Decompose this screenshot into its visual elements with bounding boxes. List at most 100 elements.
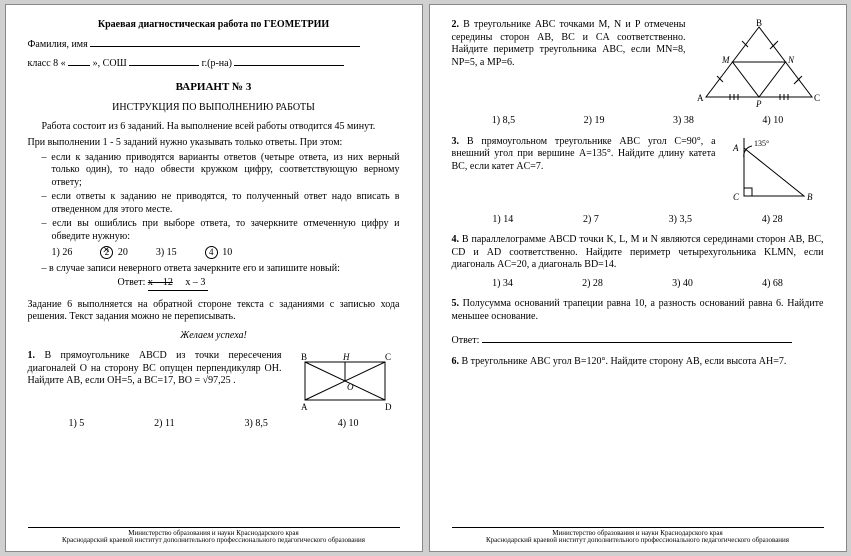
school-label: », СОШ [93,58,127,69]
wrong-answer: x – 12 [148,277,173,288]
svg-text:C: C [385,352,391,362]
task-3-body: В прямоугольном треугольнике ABC угол C=… [452,136,716,172]
instr-b1: если к заданию приводятся варианты ответ… [42,152,400,190]
t3-a3: 3) 3,5 [669,214,692,227]
goodluck: Желаем успеха! [28,330,400,343]
opt-4: 4 10 [205,246,233,260]
task-6-body: В треугольнике ABC угол B=120°. Найдите … [462,356,787,367]
task-6-num: 6. [452,356,460,367]
task-3: 3. В прямоугольном треугольнике ABC угол… [452,136,824,208]
svg-text:A: A [301,402,308,412]
svg-text:A: A [732,143,739,153]
t1-a1: 1) 5 [68,418,84,431]
t4-a3: 3) 40 [672,278,693,291]
task-4: 4. В параллелограмме ABCD точки K, L, M … [452,234,824,272]
t4-a4: 4) 68 [762,278,783,291]
instr-list2: в случае записи неверного ответа зачеркн… [28,263,400,276]
school-blank[interactable] [129,56,199,66]
surname-blank[interactable] [90,37,360,47]
answer-example-value: x – 12 x – 3 [148,277,208,291]
task-1-body: В прямоугольнике ABCD из точки пересечен… [28,350,282,386]
opt-2: 2 20 [100,246,128,260]
footer-left: Министерство образования и науки Краснод… [28,527,400,545]
svg-text:B: B [807,192,813,202]
svg-text:D: D [385,402,392,412]
svg-text:C: C [733,192,740,202]
circle-icon: 4 [205,246,218,259]
t3-a2: 2) 7 [583,214,599,227]
instr-list: если к заданию приводятся варианты ответ… [28,152,400,244]
svg-text:O: O [347,382,354,392]
answer-label: Ответ: [118,277,146,288]
triangle-diagram: B A C M N P [694,19,824,109]
t3-a4: 4) 28 [762,214,783,227]
t3-a1: 1) 14 [492,214,513,227]
svg-text:N: N [787,55,795,65]
t4-a1: 1) 34 [492,278,513,291]
footer-line2: Краснодарский краевой институт дополните… [452,537,824,545]
task-2: 2. В треугольнике ABC точками M, N и P о… [452,19,824,109]
t1-a4: 4) 10 [338,418,359,431]
task-4-num: 4. [452,234,460,245]
rectangle-diagram: B H C A O D [290,350,400,412]
t2-a3: 3) 38 [673,115,694,128]
t4-a2: 2) 28 [582,278,603,291]
worksheet: Краевая диагностическая работа по ГЕОМЕТ… [5,4,847,552]
instr-b4: в случае записи неверного ответа зачеркн… [42,263,400,276]
task-2-answers: 1) 8,5 2) 19 3) 38 4) 10 [452,115,824,128]
task-3-num: 3. [452,136,460,147]
instr-p1: Работа состоит из 6 заданий. На выполнен… [28,121,400,134]
svg-text:B: B [301,352,307,362]
task-4-answers: 1) 34 2) 28 3) 40 4) 68 [452,278,824,291]
svg-text:P: P [755,99,762,109]
task-6: 6. В треугольнике ABC угол B=120°. Найди… [452,356,824,369]
district-label: г.(р-на) [202,58,232,69]
footer-line2: Краснодарский краевой институт дополните… [28,537,400,545]
instr-p3: Задание 6 выполняется на обратной сторон… [28,299,400,324]
surname-label: Фамилия, имя [28,39,88,50]
class-row: класс 8 « », СОШ г.(р-на) [28,56,400,71]
right-triangle-diagram: 135° A B C [724,136,824,208]
svg-text:M: M [721,55,730,65]
opt-3: 3) 15 [156,247,177,260]
task-3-text: 3. В прямоугольном треугольнике ABC угол… [452,136,716,174]
task-5-body: Полусумма оснований трапеции равна 10, а… [452,298,824,322]
t2-a4: 4) 10 [762,115,783,128]
instructions-head: ИНСТРУКЦИЯ ПО ВЫПОЛНЕНИЮ РАБОТЫ [28,102,400,115]
page-right: 2. В треугольнике ABC точками M, N и P о… [429,4,847,552]
task-1: 1. В прямоугольнике ABCD из точки пересе… [28,350,400,412]
instr-b2: если ответы к заданию не приводятся, то … [42,191,400,216]
task-2-text: 2. В треугольнике ABC точками M, N и P о… [452,19,686,69]
t2-a2: 2) 19 [584,115,605,128]
instr-b3: если вы ошиблись при выборе ответа, то з… [42,218,400,243]
svg-text:C: C [814,93,820,103]
svg-text:H: H [342,352,350,362]
task-5: 5. Полусумма оснований трапеции равна 10… [452,298,824,323]
task-5-num: 5. [452,298,460,309]
task-5-answer-blank[interactable] [482,333,792,343]
surname-row: Фамилия, имя [28,37,400,52]
district-blank[interactable] [234,56,344,66]
page-left: Краевая диагностическая работа по ГЕОМЕТ… [5,4,423,552]
answer-example: Ответ: x – 12 x – 3 [118,277,400,291]
right-answer: x – 3 [185,277,205,288]
task-5-answer-label: Ответ: [452,335,480,346]
t2-a1: 1) 8,5 [492,115,515,128]
task-2-num: 2. [452,19,460,30]
class-blank[interactable] [68,56,90,66]
task-1-text: 1. В прямоугольнике ABCD из точки пересе… [28,350,282,388]
crossed-circle-icon: 2 [100,246,113,259]
task-4-body: В параллелограмме ABCD точки K, L, M и N… [452,234,824,270]
svg-text:A: A [697,93,704,103]
header: Краевая диагностическая работа по ГЕОМЕТ… [28,19,400,32]
svg-text:B: B [756,19,762,28]
example-options: 1) 26 2 20 3) 15 4 10 [52,246,400,260]
footer-right: Министерство образования и науки Краснод… [452,527,824,545]
svg-text:135°: 135° [754,139,769,148]
class-label: класс 8 « [28,58,66,69]
t1-a2: 2) 11 [154,418,174,431]
task-5-answer-row: Ответ: [452,333,824,348]
variant-title: ВАРИАНТ № 3 [28,81,400,95]
task-2-body: В треугольнике ABC точками M, N и P отме… [452,19,686,68]
task-1-num: 1. [28,350,36,361]
